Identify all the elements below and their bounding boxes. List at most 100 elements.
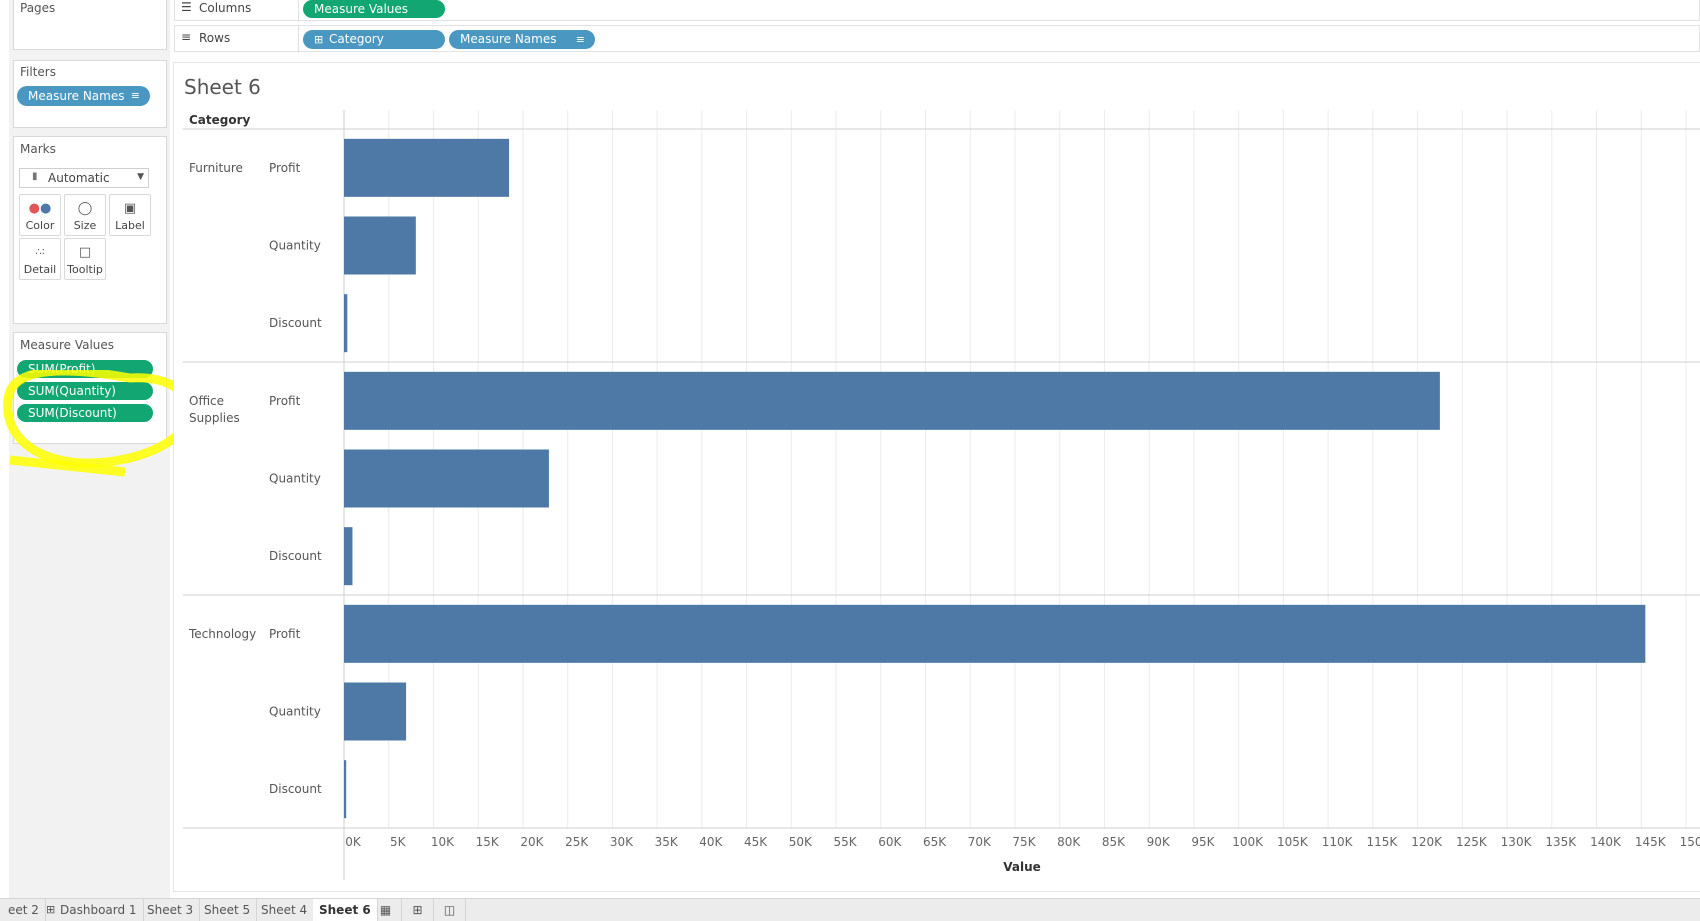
rows-category-pill[interactable]: ⊞ Category [303, 30, 445, 49]
color-button[interactable]: ●● Color [19, 194, 61, 236]
new-worksheet-icon[interactable]: ▦ [370, 899, 402, 921]
mark-type-label: Automatic [48, 171, 110, 185]
measure-name-label: Profit [269, 627, 301, 641]
columns-icon: ☰ [181, 0, 192, 14]
x-tick-label: 35K [655, 835, 679, 849]
tooltip-icon: □ [78, 245, 92, 260]
x-tick-label: 145K [1635, 835, 1667, 849]
filters-title: Filters [20, 65, 56, 79]
x-tick-label: 20K [520, 835, 544, 849]
bar-furniture-profit [344, 138, 510, 197]
filter-pill-label: Measure Names [28, 89, 125, 103]
category-label: Technology [188, 627, 256, 641]
tab-sheet-2[interactable]: eet 2 [2, 899, 46, 921]
columns-measure-values-pill[interactable]: Measure Values [303, 0, 445, 18]
measure-name-label: Quantity [269, 472, 321, 486]
chart-labels: 0K 5K 10K 15K 20K 25K 30K 35K 40K 45K 50K 55K 60K 65K… [188, 161, 1700, 874]
color-icon: ●● [28, 201, 52, 216]
measure-name-label: Quantity [269, 705, 321, 719]
pill-label: Measure Values [314, 2, 409, 16]
tooltip-button[interactable]: □ Tooltip [64, 238, 106, 280]
measure-name-label: Profit [269, 394, 301, 408]
pages-card[interactable]: Pages [13, 0, 167, 50]
x-tick-label: 5K [390, 835, 407, 849]
pages-title: Pages [20, 1, 56, 15]
new-dashboard-icon[interactable]: ⊞ [402, 899, 434, 921]
detail-label: Detail [23, 263, 57, 276]
dashboard-icon: ⊞ [46, 903, 56, 916]
tab-sheet-5[interactable]: Sheet 5 [198, 899, 258, 921]
filter-measure-names-pill[interactable]: Measure Names ≡ [17, 86, 150, 106]
label-button[interactable]: ▣ Label [109, 194, 151, 236]
sheet-tab-bar: eet 2 ⊞ Dashboard 1 Sheet 3 Sheet 5 Shee… [0, 898, 1700, 921]
sheet-title: Sheet 6 [184, 75, 261, 99]
x-tick-label: 0K [345, 835, 362, 849]
chevron-down-icon: ▼ [137, 172, 144, 182]
measure-name-label: Discount [269, 549, 322, 563]
x-tick-label: 30K [610, 835, 634, 849]
x-tick-label: 40K [699, 835, 723, 849]
x-tick-label: 25K [565, 835, 589, 849]
expand-icon: ⊞ [314, 33, 324, 46]
filters-card[interactable]: Filters Measure Names ≡ [13, 60, 167, 128]
bar-technology-profit [344, 604, 1646, 663]
tab-sheet-4[interactable]: Sheet 4 [255, 899, 315, 921]
rows-icon: ≡ [181, 30, 192, 44]
x-tick-label: 70K [968, 835, 992, 849]
measure-name-label: Profit [269, 161, 301, 175]
pill-label: Measure Names [460, 32, 557, 46]
sort-icon: ≡ [575, 33, 585, 46]
x-tick-label: 130K [1501, 835, 1533, 849]
x-tick-label: 135K [1545, 835, 1577, 849]
tab-sheet-3[interactable]: Sheet 3 [141, 899, 201, 921]
measure-values-title: Measure Values [20, 338, 115, 352]
rows-measure-names-pill[interactable]: Measure Names ≡ [449, 30, 595, 49]
bar-furniture-quantity [344, 216, 416, 275]
bar-office-supplies-profit [344, 371, 1440, 430]
bar-chart-icon: ▮ [32, 171, 38, 182]
x-tick-label: 110K [1322, 835, 1354, 849]
rows-label: Rows [199, 31, 231, 45]
x-tick-label: 95K [1191, 835, 1215, 849]
mark-type-dropdown[interactable]: ▮ Automatic ▼ [19, 168, 149, 188]
bar-office-supplies-discount [344, 527, 353, 586]
tab-label: Dashboard 1 [60, 903, 137, 917]
new-story-icon[interactable]: ◫ [434, 899, 466, 921]
shelf-divider [298, 0, 299, 22]
size-button[interactable]: ◯ Size [64, 194, 106, 236]
detail-button[interactable]: ∴∶ Detail [19, 238, 61, 280]
sort-icon: ≡ [130, 89, 140, 102]
chart-bars [344, 138, 1646, 819]
columns-shelf[interactable]: ☰ Columns Measure Values [174, 0, 1700, 22]
x-tick-label: 115K [1366, 835, 1398, 849]
measure-name-label: Discount [269, 782, 322, 796]
measure-name-label: Discount [269, 316, 322, 330]
x-axis-title: Value [1003, 860, 1041, 874]
x-tick-label: 75K [1012, 835, 1036, 849]
tab-dashboard-1[interactable]: ⊞ Dashboard 1 [40, 899, 144, 921]
x-tick-label: 100K [1232, 835, 1264, 849]
bar-technology-quantity [344, 682, 407, 741]
marks-title: Marks [20, 142, 56, 156]
x-tick-label: 50K [789, 835, 813, 849]
marks-card: Marks ▮ Automatic ▼ ●● Color ◯ Size ▣ La… [13, 136, 167, 324]
x-tick-label: 80K [1057, 835, 1081, 849]
tab-sheet-6[interactable]: Sheet 6 [313, 899, 378, 921]
x-tick-label: 55K [833, 835, 857, 849]
x-tick-label: 90K [1147, 835, 1171, 849]
x-tick-label: 105K [1277, 835, 1309, 849]
category-label: Supplies [189, 411, 240, 425]
x-tick-label: 45K [744, 835, 768, 849]
category-label: Furniture [189, 161, 243, 175]
category-header: Category [189, 113, 251, 127]
measure-name-label: Quantity [269, 239, 321, 253]
rows-shelf[interactable]: ≡ Rows ⊞ Category Measure Names ≡ [174, 25, 1700, 53]
color-label: Color [25, 219, 55, 232]
size-label: Size [73, 219, 97, 232]
bar-technology-discount [344, 760, 347, 819]
columns-label: Columns [199, 1, 252, 15]
pill-label: Category [329, 32, 384, 46]
bar-furniture-discount [344, 294, 348, 353]
x-tick-label: 125K [1456, 835, 1488, 849]
